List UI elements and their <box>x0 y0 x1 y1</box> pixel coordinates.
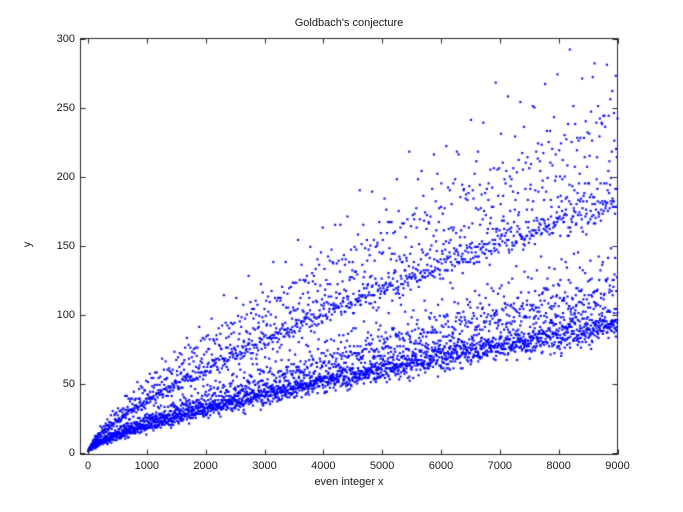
x-tick-label: 9000 <box>605 460 630 472</box>
y-tick-label: 0 <box>68 446 75 459</box>
x-tick-label: 6000 <box>428 460 454 472</box>
y-tick-label: 300 <box>56 32 75 45</box>
x-tick-label: 7000 <box>487 460 513 472</box>
y-tick-label: 200 <box>56 170 75 183</box>
x-tick-label: 1000 <box>134 460 160 472</box>
x-tick-label: 8000 <box>546 460 571 472</box>
x-tick-label: 5000 <box>369 460 395 472</box>
y-tick-label: 100 <box>56 308 75 321</box>
y-tick-label: 150 <box>56 239 75 252</box>
chart-title: Goldbach's conjecture <box>294 17 404 29</box>
x-axis-label: even integer x <box>314 476 384 488</box>
x-tick-label: 0 <box>84 460 92 472</box>
x-tick-label: 3000 <box>252 460 277 472</box>
y-tick-label: 50 <box>62 377 75 390</box>
x-tick-label: 2000 <box>193 460 218 472</box>
y-tick-label: 250 <box>56 101 75 114</box>
x-tick-label: 4000 <box>311 460 336 472</box>
